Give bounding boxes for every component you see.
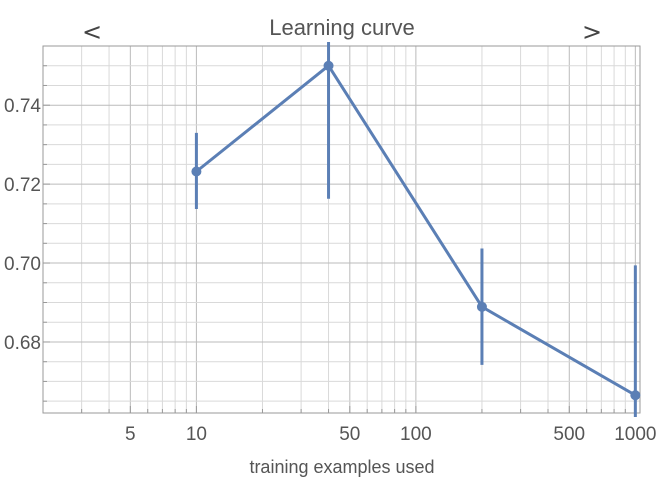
data-point: [323, 60, 334, 71]
x-tick-label: 1000: [614, 424, 656, 445]
y-tick-label: 0.68: [4, 333, 41, 354]
x-tick-label: 50: [339, 424, 360, 445]
y-tick-label: 0.70: [4, 254, 41, 275]
data-point: [191, 166, 202, 177]
x-tick-label: 100: [400, 424, 432, 445]
grid: [42, 45, 640, 413]
axis-ticks: 5 10 50 100 500 1000 0.68 0.70 0.72 0.74: [4, 45, 656, 445]
x-axis-label: training examples used: [249, 457, 434, 477]
chevron-right-icon[interactable]: >: [582, 18, 602, 46]
data-point: [476, 301, 487, 312]
x-tick-label: 500: [553, 424, 585, 445]
plot-frame: [42, 45, 641, 414]
x-tick-label: 5: [125, 424, 136, 445]
y-tick-label: 0.72: [4, 175, 41, 196]
series: [191, 42, 641, 417]
chart-title: Learning curve: [269, 15, 415, 40]
chevron-left-icon[interactable]: <: [82, 18, 102, 46]
x-tick-label: 10: [186, 424, 207, 445]
data-point: [630, 390, 641, 401]
y-tick-label: 0.74: [4, 96, 41, 117]
series-line: [195, 64, 637, 397]
